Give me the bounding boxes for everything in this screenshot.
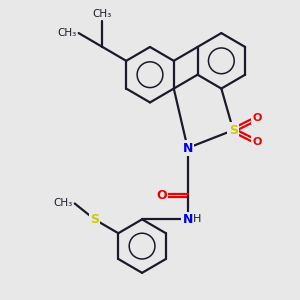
Text: O: O bbox=[252, 137, 262, 147]
Text: S: S bbox=[90, 213, 99, 226]
Text: N: N bbox=[182, 142, 193, 154]
Text: CH₃: CH₃ bbox=[57, 28, 77, 38]
Text: CH₃: CH₃ bbox=[53, 199, 73, 208]
Text: CH₃: CH₃ bbox=[93, 9, 112, 19]
Text: S: S bbox=[229, 124, 238, 137]
Text: O: O bbox=[157, 189, 167, 202]
Text: N: N bbox=[182, 213, 193, 226]
Text: H: H bbox=[194, 214, 202, 224]
Text: O: O bbox=[252, 113, 262, 123]
